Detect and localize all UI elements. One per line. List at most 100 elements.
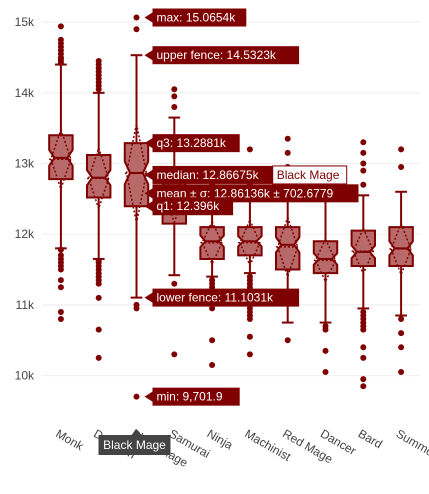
box-body[interactable]: [274, 226, 301, 271]
trace-name-box: [272, 165, 348, 185]
axis-tag-box: [98, 435, 171, 455]
tooltip-text: q1: 12.396k: [157, 199, 221, 213]
outlier-point[interactable]: [209, 305, 216, 312]
outlier-point[interactable]: [322, 347, 329, 354]
outlier-point[interactable]: [360, 383, 367, 390]
outlier-point[interactable]: [95, 354, 102, 361]
tooltip-lower-fence: lower fence: 11.1031k: [144, 288, 300, 307]
outlier-point[interactable]: [95, 280, 102, 287]
outlier-point[interactable]: [398, 369, 405, 376]
outlier-point[interactable]: [360, 344, 367, 351]
outlier-point[interactable]: [360, 181, 367, 188]
tooltip-arrow: [144, 391, 153, 402]
outlier-point[interactable]: [95, 294, 102, 301]
tooltip-box: [152, 387, 240, 406]
tooltip-text: max: 15.0654k: [157, 11, 237, 25]
box-trace-monk[interactable]: [48, 23, 74, 323]
box-trace-samurai[interactable]: [161, 86, 188, 358]
y-tick-label: 14k: [15, 86, 35, 100]
outlier-point[interactable]: [360, 160, 367, 167]
x-category-label: Bard: [356, 426, 385, 451]
outlier-point[interactable]: [360, 326, 367, 333]
axis-tag-arrow: [131, 429, 142, 435]
outlier-point[interactable]: [57, 266, 64, 273]
outlier-point[interactable]: [398, 344, 405, 351]
outlier-point[interactable]: [398, 330, 405, 337]
tooltip-box: [152, 134, 240, 153]
outlier-point[interactable]: [95, 326, 102, 333]
outlier-point[interactable]: [57, 308, 64, 315]
outlier-point[interactable]: [57, 23, 64, 30]
mean-sd-diamond: [87, 145, 110, 212]
box-trace-bard[interactable]: [350, 139, 377, 390]
y-tick-label: 12k: [15, 227, 35, 241]
outlier-point[interactable]: [57, 60, 64, 67]
tooltip-trace-name: Black Mage: [272, 165, 348, 185]
tooltip-arrow: [144, 50, 153, 61]
outlier-point[interactable]: [360, 139, 367, 146]
outlier-point[interactable]: [171, 86, 178, 93]
outlier-point[interactable]: [284, 135, 291, 142]
outlier-point[interactable]: [360, 354, 367, 361]
outlier-point[interactable]: [398, 164, 405, 171]
outlier-point[interactable]: [57, 316, 64, 323]
tooltip-upper-fence: upper fence: 14.5323k: [144, 46, 300, 65]
outlier-point[interactable]: [209, 361, 216, 368]
box-body[interactable]: [199, 226, 225, 260]
outlier-point[interactable]: [360, 376, 367, 383]
outlier-point[interactable]: [398, 316, 405, 323]
outlier-point[interactable]: [171, 351, 178, 358]
tooltip-min: min: 9,701.9: [144, 387, 240, 406]
tooltip-box: [152, 8, 247, 27]
box-body[interactable]: [350, 229, 377, 268]
outlier-point[interactable]: [133, 26, 140, 33]
outlier-point[interactable]: [57, 284, 64, 291]
box-trace-black-mage[interactable]: [123, 14, 150, 400]
outlier-point[interactable]: [246, 351, 253, 358]
outlier-point[interactable]: [57, 277, 64, 284]
outlier-point[interactable]: [133, 305, 140, 312]
y-axis-tick-labels: 10k 11k 12k 13k 14k 15k: [15, 15, 35, 382]
outlier-point[interactable]: [322, 326, 329, 333]
outlier-point[interactable]: [171, 93, 178, 100]
outlier-point[interactable]: [133, 393, 140, 400]
box-body[interactable]: [312, 240, 339, 275]
outlier-point[interactable]: [246, 316, 253, 323]
y-tick-label: 11k: [16, 298, 35, 312]
axis-hover-tag: Black Mage: [98, 429, 171, 455]
tooltip-arrow: [144, 12, 153, 23]
outlier-point[interactable]: [171, 280, 178, 287]
outlier-point[interactable]: [284, 149, 291, 156]
outlier-point[interactable]: [322, 369, 329, 376]
tooltip-box: [152, 46, 300, 65]
outlier-point[interactable]: [398, 146, 405, 153]
outlier-point[interactable]: [95, 86, 102, 93]
x-category-label: Monk: [53, 426, 86, 453]
outlier-point[interactable]: [284, 337, 291, 344]
trace-name-text: Black Mage: [277, 168, 340, 182]
box-body[interactable]: [85, 154, 112, 199]
y-tick-label: 15k: [15, 15, 35, 29]
mean-sd-diamond: [125, 123, 148, 224]
outlier-point[interactable]: [246, 146, 253, 153]
outlier-point[interactable]: [57, 246, 64, 253]
tooltip-max: max: 15.0654k: [144, 8, 247, 27]
outlier-point[interactable]: [171, 103, 178, 110]
tooltip-text: lower fence: 11.1031k: [157, 291, 275, 305]
tooltip-arrow: [144, 292, 153, 303]
tooltip-text: mean ± σ: 12.86136k ± 702.6779: [157, 186, 334, 200]
hover-tooltips: max: 15.0654k upper fence: 14.5323k q3: 13…: [98, 8, 359, 455]
outlier-point[interactable]: [133, 14, 140, 21]
tooltip-arrow: [144, 188, 153, 199]
tooltip-arrow: [144, 138, 153, 149]
outlier-point[interactable]: [209, 337, 216, 344]
box-trace-summoner[interactable]: [388, 146, 414, 376]
box-trace-dragoon[interactable]: [85, 58, 112, 361]
outlier-point[interactable]: [360, 167, 367, 174]
tooltip-box: [152, 288, 300, 307]
outlier-point[interactable]: [246, 333, 253, 340]
outlier-point[interactable]: [360, 149, 367, 156]
box-body[interactable]: [123, 142, 150, 208]
mean-sd-diamond: [276, 214, 299, 279]
